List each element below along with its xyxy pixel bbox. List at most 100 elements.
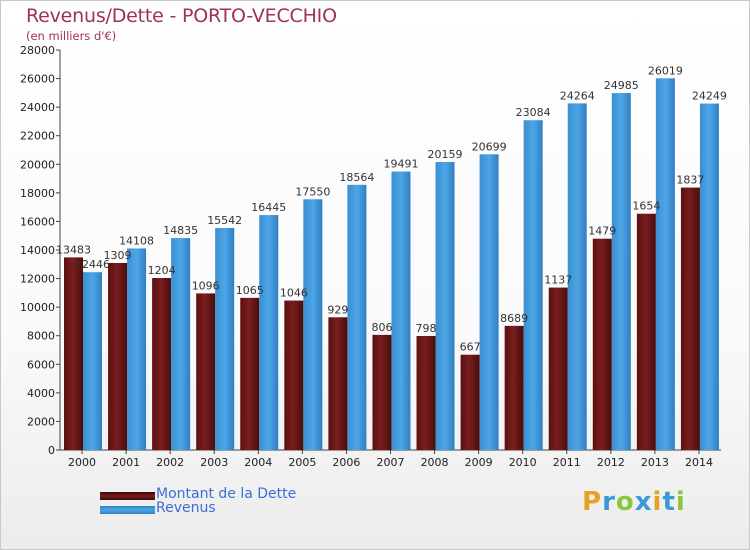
y-tick-label: 20000 [20,158,55,171]
bar-debt-2000 [64,257,83,450]
y-tick-label: 12000 [20,273,55,286]
x-tick-label-2011: 2011 [553,456,581,469]
bar-debt-2005 [284,300,304,450]
legend-swatch-debt [100,492,155,500]
bar-revenue-2004 [259,215,279,450]
y-tick-label: 24000 [20,101,55,114]
x-tick-label-2010: 2010 [509,456,537,469]
x-tick-label-2012: 2012 [597,456,625,469]
bar-revenue-2009 [479,154,499,451]
data-label-debt-2004: 1065 [236,284,264,297]
bar-revenue-2012 [611,93,631,451]
y-tick-label: 2000 [27,415,55,428]
data-label-debt-2006: 929 [327,303,348,316]
bar-revenue-2005 [303,199,323,450]
data-label-debt-2000: 13483 [56,243,91,256]
data-label-debt-2013: 1654 [632,200,660,213]
proxiti-logo: Proxiti [582,487,686,517]
x-tick-label-2008: 2008 [421,456,449,469]
bar-revenue-2011 [567,103,587,450]
data-label-debt-2008: 798 [416,322,437,335]
bar-revenue-2010 [523,120,543,450]
bar-debt-2009 [460,354,480,450]
y-tick-label: 28000 [20,44,55,57]
x-tick-label-2003: 2003 [200,456,228,469]
logo-letter: r [602,487,616,517]
legend-swatch-revenue [100,506,155,514]
data-label-revenue-2000: 12446 [75,258,110,271]
bar-revenue-2003 [215,227,235,450]
data-label-debt-2002: 1204 [148,264,176,277]
x-tick-label-2007: 2007 [377,456,405,469]
bar-debt-2010 [504,325,524,450]
chart-title: Revenus/Dette - PORTO-VECCHIO [26,5,337,27]
legend-label-revenue: Revenus [156,500,216,516]
y-tick-label: 4000 [27,387,55,400]
data-label-debt-2011: 1137 [544,274,572,287]
logo-letter: P [582,487,603,517]
x-tick-label-2002: 2002 [156,456,184,469]
data-label-revenue-2010: 23084 [516,106,551,119]
bar-debt-2014 [680,187,700,451]
data-label-revenue-2009: 20699 [472,140,507,153]
y-tick-label: 22000 [20,130,55,143]
x-tick-label-2000: 2000 [68,456,96,469]
y-tick-label: 8000 [27,330,55,343]
chart-subtitle: (en milliers d'€) [26,29,117,43]
logo-letter: i [675,487,686,517]
bar-revenue-2006 [347,184,367,451]
data-label-debt-2012: 1479 [588,225,616,238]
data-label-revenue-2001: 14108 [119,234,154,247]
bar-debt-2008 [416,336,436,450]
data-label-revenue-2013: 26019 [648,64,683,77]
x-tick-label-2009: 2009 [465,456,493,469]
data-label-revenue-2002: 14835 [163,224,198,237]
x-tick-label-2001: 2001 [112,456,140,469]
y-tick-label: 18000 [20,187,55,200]
data-label-revenue-2003: 15542 [207,214,242,227]
legend-label-debt: Montant de la Dette [156,486,297,502]
logo-letter: i [652,487,663,517]
bar-revenue-2013 [655,78,675,451]
logo-letter: t [662,487,676,517]
x-tick-label-2006: 2006 [332,456,360,469]
bar-revenue-2008 [435,162,455,450]
bar-debt-2011 [548,287,568,450]
bar-debt-2004 [240,297,260,450]
data-label-revenue-2006: 18564 [339,171,374,184]
x-tick-label-2013: 2013 [641,456,669,469]
x-tick-label-2005: 2005 [288,456,316,469]
bar-revenue-2007 [391,171,411,451]
data-label-debt-2001: 1309 [104,249,132,262]
data-label-revenue-2012: 24985 [604,79,639,92]
bar-revenue-2001 [127,248,147,450]
data-label-debt-2005: 1046 [280,287,308,300]
data-label-revenue-2014: 24249 [692,90,727,103]
x-tick-label-2014: 2014 [685,456,713,469]
y-tick-label: 6000 [27,358,55,371]
data-label-debt-2003: 1096 [192,279,220,292]
bar-debt-2001 [108,263,128,450]
bar-revenue-2000 [83,272,102,450]
data-label-revenue-2005: 17550 [295,185,330,198]
x-tick-label-2004: 2004 [244,456,272,469]
bar-debt-2003 [196,293,216,450]
data-label-debt-2009: 667 [460,341,481,354]
bar-revenue-2002 [171,238,191,450]
bar-debt-2002 [152,278,172,450]
data-label-revenue-2007: 19491 [383,158,418,171]
bar-debt-2013 [636,213,656,450]
y-tick-label: 10000 [20,301,55,314]
data-label-debt-2014: 1837 [676,174,704,187]
y-tick-label: 16000 [20,215,55,228]
data-label-debt-2007: 806 [371,321,392,334]
logo-letter: x [634,487,653,517]
data-label-debt-2010: 8689 [500,312,528,325]
bar-debt-2007 [372,334,392,450]
y-tick-label: 14000 [20,244,55,257]
data-label-revenue-2011: 24264 [560,89,595,102]
bar-debt-2006 [328,317,348,450]
y-tick-label: 0 [48,444,55,457]
data-label-revenue-2004: 16445 [251,201,286,214]
